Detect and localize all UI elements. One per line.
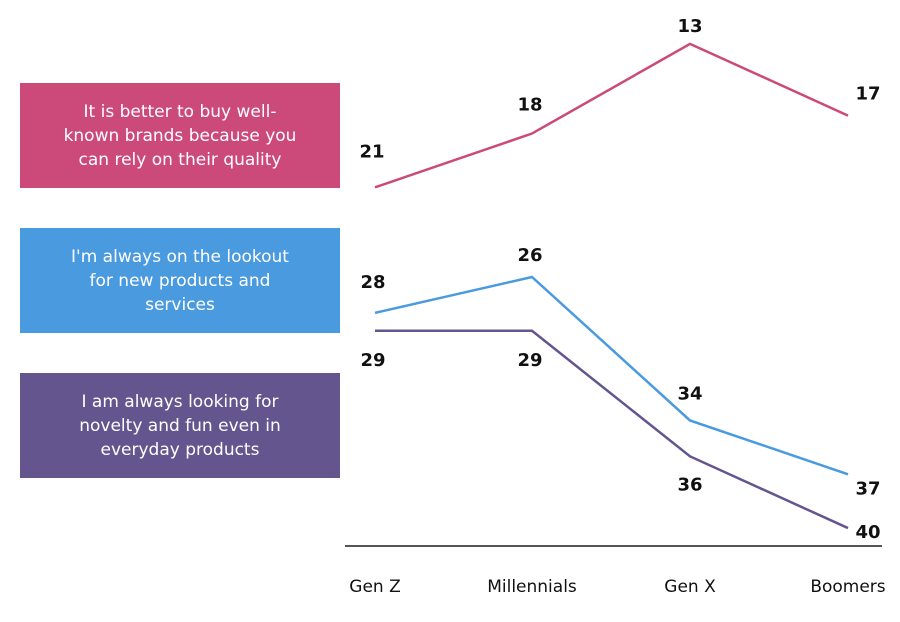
- legend-entry: I'm always on the lookout for new produc…: [20, 228, 340, 333]
- line: [374, 42, 849, 189]
- x-tick-label: Millennials: [487, 577, 577, 597]
- x-tick-label: Gen X: [664, 577, 716, 597]
- x-tick-label: Boomers: [810, 577, 885, 597]
- data-label: 40: [855, 522, 880, 543]
- data-label: 13: [677, 16, 702, 37]
- data-label: 28: [360, 272, 385, 293]
- data-label: 29: [360, 350, 385, 371]
- data-label: 21: [359, 141, 384, 162]
- data-label: 37: [855, 478, 880, 499]
- data-label: 36: [677, 474, 702, 495]
- line: [374, 275, 849, 476]
- data-label: 17: [855, 84, 880, 105]
- legend-entry: It is better to buy well-known brands be…: [20, 83, 340, 188]
- legend-entry: I am always looking for novelty and fun …: [20, 373, 340, 478]
- data-label: 34: [677, 383, 702, 404]
- data-label: 26: [517, 245, 542, 266]
- x-tick-label: Gen Z: [349, 577, 400, 597]
- line: [375, 329, 849, 530]
- data-label: 18: [517, 95, 542, 116]
- data-label: 29: [517, 350, 542, 371]
